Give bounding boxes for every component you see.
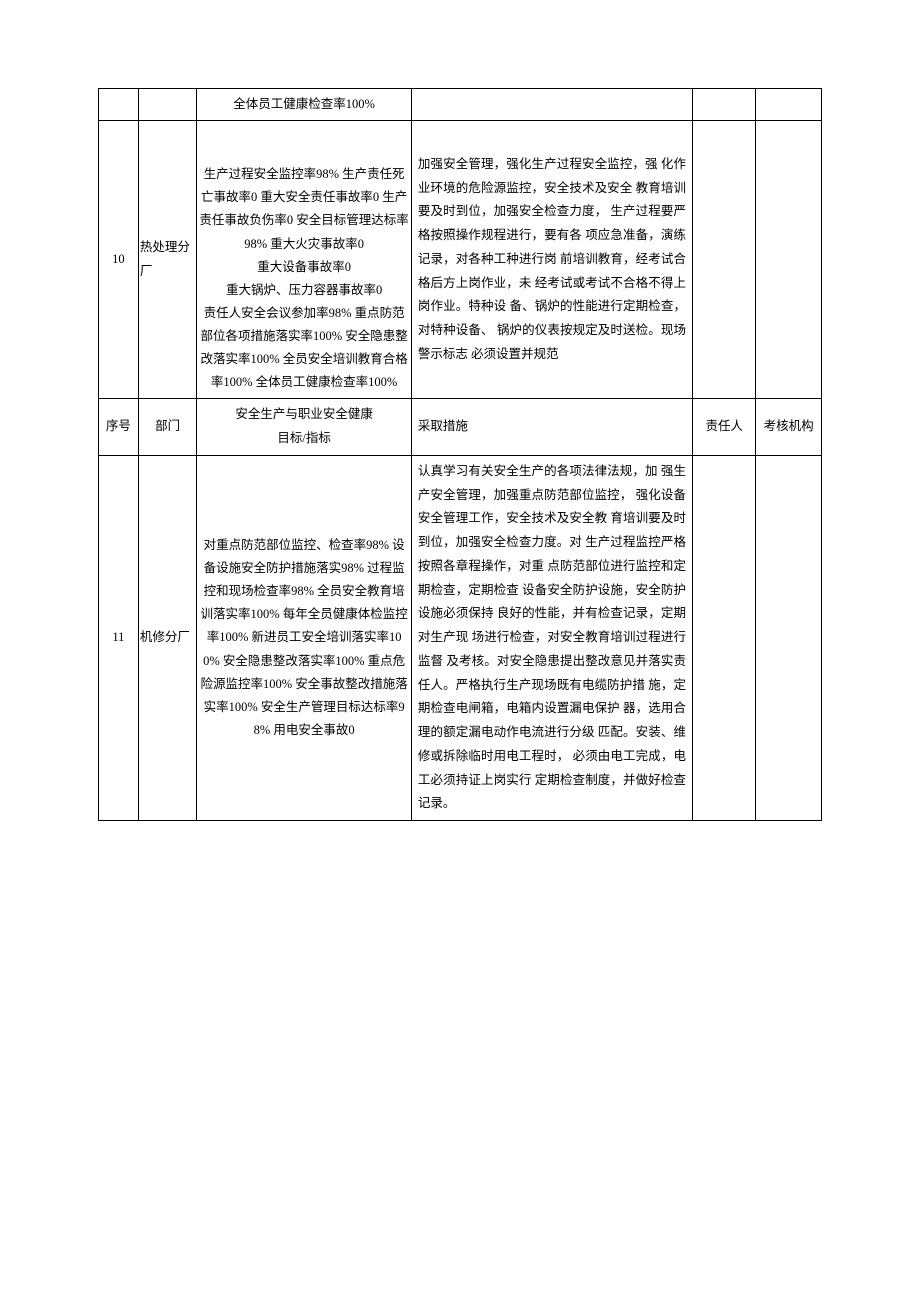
header-assessor: 考核机构 [756,399,822,456]
header-goal: 安全生产与职业安全健康 目标/指标 [197,399,411,456]
cell-seq [99,89,139,121]
header-measures: 采取措施 [411,399,692,456]
cell-assessor [756,455,822,820]
cell-measures: 加强安全管理，强化生产过程安全监控，强 化作业环境的危险源监控，安全技术及安全 … [411,121,692,399]
header-responsible: 责任人 [693,399,756,456]
cell-dept: 机修分厂 [138,455,197,820]
table-row: 10 热处理分厂 生产过程安全监控率98% 生产责任死亡事故率0 重大安全责任事… [99,121,822,399]
header-dept: 部门 [138,399,197,456]
cell-goal: 全体员工健康检查率100% [197,89,411,121]
cell-measures [411,89,692,121]
header-seq: 序号 [99,399,139,456]
goal-text: 对重点防范部位监控、检查率98% 设备设施安全防护措施落实98% 过程监控和现场… [199,534,408,742]
goal-text: 生产过程安全监控率98% 生产责任死亡事故率0 重大安全责任事故率0 生产责任事… [199,163,408,394]
goal-text: 全体员工健康检查率100% [199,93,408,116]
header-goal-line2: 目标/指标 [277,431,330,445]
cell-assessor [756,89,822,121]
safety-goals-table: 全体员工健康检查率100% 10 热处理分厂 生产过程安全监控率98% 生产责任… [98,88,822,821]
document-page: 全体员工健康检查率100% 10 热处理分厂 生产过程安全监控率98% 生产责任… [0,0,920,1221]
header-goal-line1: 安全生产与职业安全健康 [235,407,373,421]
cell-responsible [693,455,756,820]
table-row: 11 机修分厂 对重点防范部位监控、检查率98% 设备设施安全防护措施落实98%… [99,455,822,820]
table-row: 全体员工健康检查率100% [99,89,822,121]
cell-responsible [693,121,756,399]
cell-dept: 热处理分厂 [138,121,197,399]
table-header-row: 序号 部门 安全生产与职业安全健康 目标/指标 采取措施 责任人 考核机构 [99,399,822,456]
cell-goal: 生产过程安全监控率98% 生产责任死亡事故率0 重大安全责任事故率0 生产责任事… [197,121,411,399]
cell-goal: 对重点防范部位监控、检查率98% 设备设施安全防护措施落实98% 过程监控和现场… [197,455,411,820]
cell-seq: 11 [99,455,139,820]
cell-responsible [693,89,756,121]
cell-seq: 10 [99,121,139,399]
cell-dept [138,89,197,121]
cell-measures: 认真学习有关安全生产的各项法律法规，加 强生产安全管理，加强重点防范部位监控， … [411,455,692,820]
cell-assessor [756,121,822,399]
